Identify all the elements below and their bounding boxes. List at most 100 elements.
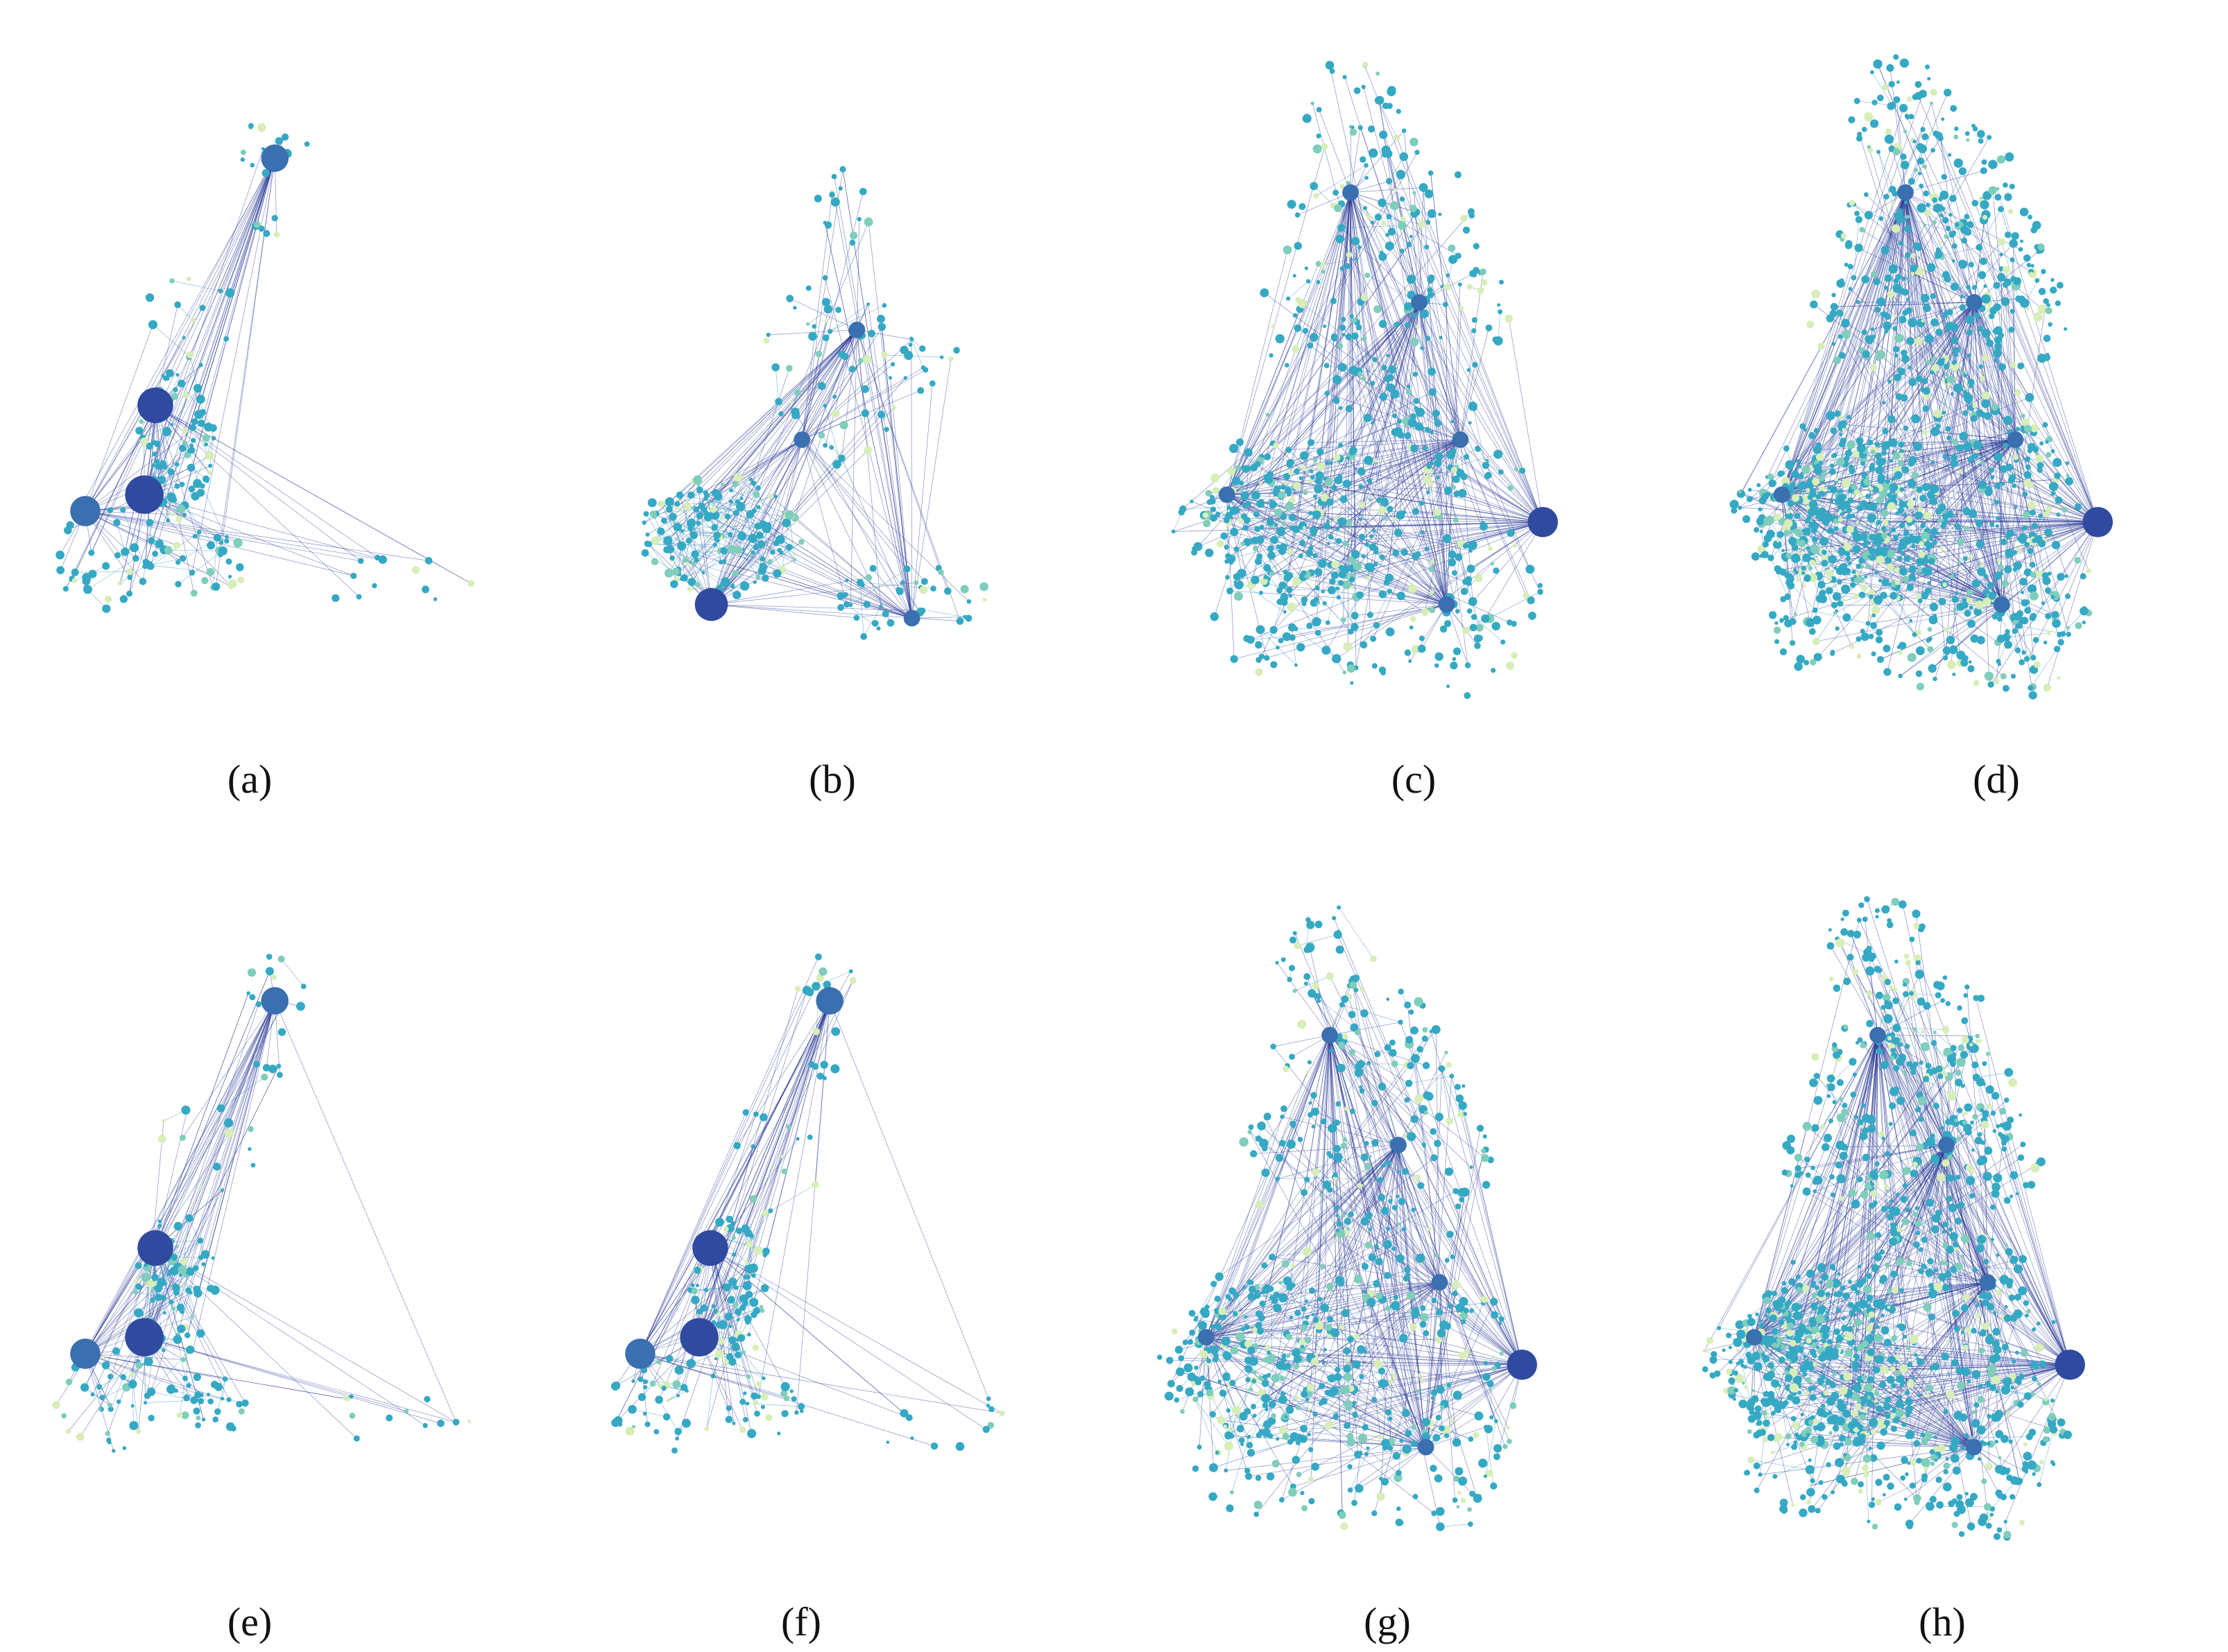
graph-node <box>1758 507 1763 512</box>
graph-node <box>1969 383 1974 388</box>
graph-edge <box>666 329 857 551</box>
graph-node <box>760 1393 769 1401</box>
graph-node <box>1339 406 1343 411</box>
graph-node <box>1388 365 1397 374</box>
graph-node <box>1908 377 1917 386</box>
graph-edge <box>157 466 182 485</box>
graph-node <box>169 512 174 517</box>
graph-node <box>1896 80 1900 84</box>
graph-node <box>1337 474 1343 479</box>
graph-node <box>1466 368 1471 372</box>
graph-node <box>726 1352 734 1361</box>
graph-node <box>132 555 139 562</box>
graph-node <box>1892 452 1901 461</box>
graph-node <box>701 571 705 575</box>
graph-node <box>349 1413 356 1419</box>
graph-edge <box>71 405 156 579</box>
graph-node <box>944 587 952 595</box>
graph-node <box>653 1429 660 1435</box>
graph-edge <box>85 510 429 561</box>
graph-hub-node <box>1993 596 2010 613</box>
graph-node <box>1312 144 1322 154</box>
graph-edge <box>215 158 275 587</box>
graph-node <box>2043 298 2049 304</box>
graph-node <box>258 225 265 232</box>
graph-node <box>1902 576 1910 583</box>
graph-edge <box>1876 228 1908 282</box>
graph-edge <box>187 1001 275 1336</box>
graph-node <box>1428 481 1434 488</box>
graph-node <box>1396 108 1401 114</box>
graph-node <box>1363 413 1372 422</box>
graph-edge <box>85 406 163 512</box>
graph-node <box>1835 626 1840 631</box>
graph-node <box>1900 551 1905 555</box>
graph-node <box>749 553 753 558</box>
graph-node <box>798 539 805 545</box>
graph-edge <box>1876 489 2002 605</box>
graph-edge <box>1953 316 1992 363</box>
graph-node <box>1933 614 1937 618</box>
graph-node <box>799 1409 804 1413</box>
graph-node <box>2075 622 2082 630</box>
graph-node <box>1806 320 1815 329</box>
graph-node <box>1930 88 1937 96</box>
graph-node <box>1884 329 1889 334</box>
graph-node <box>1920 293 1930 303</box>
caption-d: (d) <box>1973 757 2020 802</box>
graph-node <box>139 419 144 424</box>
graph-node <box>743 1391 747 1395</box>
graph-node <box>1776 539 1780 543</box>
graph-node <box>1916 486 1923 493</box>
graph-node <box>2037 243 2045 251</box>
graph-node <box>1351 318 1357 324</box>
graph-node <box>753 1246 763 1255</box>
graph-edge <box>1817 439 2016 657</box>
graph-node <box>182 392 189 399</box>
graph-node <box>1942 216 1949 224</box>
graph-node <box>112 1347 121 1355</box>
graph-node <box>1772 540 1782 549</box>
graph-edge <box>1396 137 1543 522</box>
graph-hub-node <box>261 987 289 1015</box>
graph-edge <box>153 1000 275 1302</box>
graph-node <box>1852 534 1857 539</box>
graph-node <box>724 1312 733 1321</box>
graph-edge <box>85 510 232 587</box>
graph-node <box>166 369 174 378</box>
graph-node <box>1299 540 1306 547</box>
graph-node <box>1292 576 1301 586</box>
graph-node <box>2062 506 2068 513</box>
graph-node <box>1763 534 1772 543</box>
graph-node <box>1962 507 1971 515</box>
graph-edge <box>727 516 912 619</box>
graph-edge <box>742 535 778 574</box>
graph-node <box>1944 627 1949 633</box>
graph-node <box>1302 114 1312 123</box>
graph-edge <box>1962 171 2098 522</box>
graph-node <box>1950 459 1958 467</box>
graph-node <box>1905 307 1912 314</box>
graph-node <box>1810 300 1818 309</box>
graph-edge <box>1355 336 1447 605</box>
graph-node <box>1994 483 2001 490</box>
graph-node <box>1492 336 1499 343</box>
graph-node <box>411 566 420 574</box>
graph-node <box>1921 378 1928 385</box>
graph-node <box>1921 319 1925 323</box>
graph-node <box>1210 506 1217 513</box>
graph-node <box>1953 135 1959 139</box>
graph-node <box>1901 466 1910 474</box>
graph-node <box>1190 499 1194 504</box>
graph-edge <box>162 415 166 467</box>
graph-node <box>671 567 680 576</box>
graph-node <box>179 1309 185 1314</box>
graph-node <box>2045 307 2053 315</box>
graph-node <box>775 397 782 406</box>
graph-node <box>2031 522 2038 529</box>
graph-node <box>1412 372 1419 377</box>
graph-node <box>793 558 797 562</box>
graph-node <box>452 1418 460 1426</box>
graph-node <box>611 1418 620 1427</box>
graph-node <box>1263 453 1271 461</box>
